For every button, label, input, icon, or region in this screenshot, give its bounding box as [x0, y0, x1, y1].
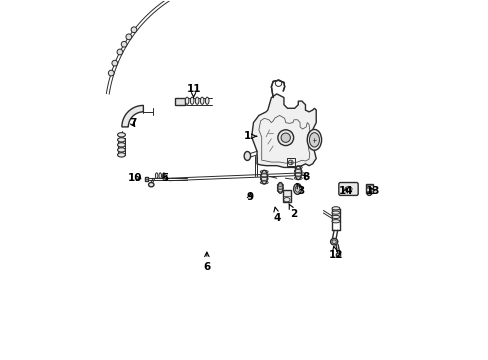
Text: 1: 1	[243, 131, 256, 141]
Text: 2: 2	[288, 204, 297, 219]
Text: 7: 7	[129, 118, 136, 128]
Ellipse shape	[309, 133, 319, 147]
Ellipse shape	[306, 130, 321, 150]
Ellipse shape	[117, 143, 125, 147]
Ellipse shape	[294, 166, 301, 180]
Ellipse shape	[295, 186, 299, 192]
Ellipse shape	[331, 207, 339, 210]
Ellipse shape	[159, 173, 161, 179]
Circle shape	[108, 70, 114, 76]
Ellipse shape	[117, 148, 125, 152]
Ellipse shape	[195, 97, 199, 104]
Circle shape	[126, 34, 131, 40]
Ellipse shape	[331, 211, 339, 214]
Ellipse shape	[190, 97, 194, 104]
Ellipse shape	[244, 152, 250, 161]
Ellipse shape	[148, 183, 154, 187]
Bar	[282, 190, 290, 202]
Ellipse shape	[162, 173, 165, 179]
Text: 14: 14	[338, 186, 352, 197]
Ellipse shape	[277, 183, 283, 193]
Text: 11: 11	[186, 84, 201, 97]
Ellipse shape	[288, 160, 292, 165]
Ellipse shape	[331, 215, 339, 219]
Text: 12: 12	[328, 247, 343, 260]
Ellipse shape	[293, 184, 301, 194]
Circle shape	[277, 130, 293, 145]
Circle shape	[131, 27, 137, 33]
Circle shape	[117, 49, 122, 55]
Ellipse shape	[261, 170, 267, 184]
Ellipse shape	[117, 133, 125, 137]
Ellipse shape	[117, 138, 125, 142]
Text: 4: 4	[273, 207, 281, 223]
Text: 13: 13	[365, 186, 379, 197]
Ellipse shape	[330, 238, 337, 245]
Bar	[366, 184, 372, 193]
Bar	[174, 98, 185, 105]
Ellipse shape	[205, 97, 208, 104]
Text: 10: 10	[128, 173, 142, 183]
Ellipse shape	[155, 173, 158, 179]
Text: 3: 3	[296, 184, 304, 197]
Text: 8: 8	[302, 172, 309, 182]
Ellipse shape	[331, 220, 339, 223]
Polygon shape	[122, 105, 143, 127]
Circle shape	[112, 60, 118, 66]
Bar	[144, 177, 148, 181]
Text: 9: 9	[246, 192, 253, 202]
Text: 5: 5	[161, 173, 168, 183]
Ellipse shape	[185, 97, 188, 104]
Ellipse shape	[366, 192, 371, 195]
Bar	[286, 158, 294, 166]
Ellipse shape	[336, 253, 340, 257]
Circle shape	[121, 41, 127, 47]
Text: 6: 6	[203, 252, 210, 272]
Ellipse shape	[200, 97, 203, 104]
Ellipse shape	[331, 240, 336, 243]
FancyBboxPatch shape	[338, 183, 357, 195]
Circle shape	[281, 133, 290, 142]
Ellipse shape	[117, 153, 125, 157]
Polygon shape	[251, 94, 316, 167]
